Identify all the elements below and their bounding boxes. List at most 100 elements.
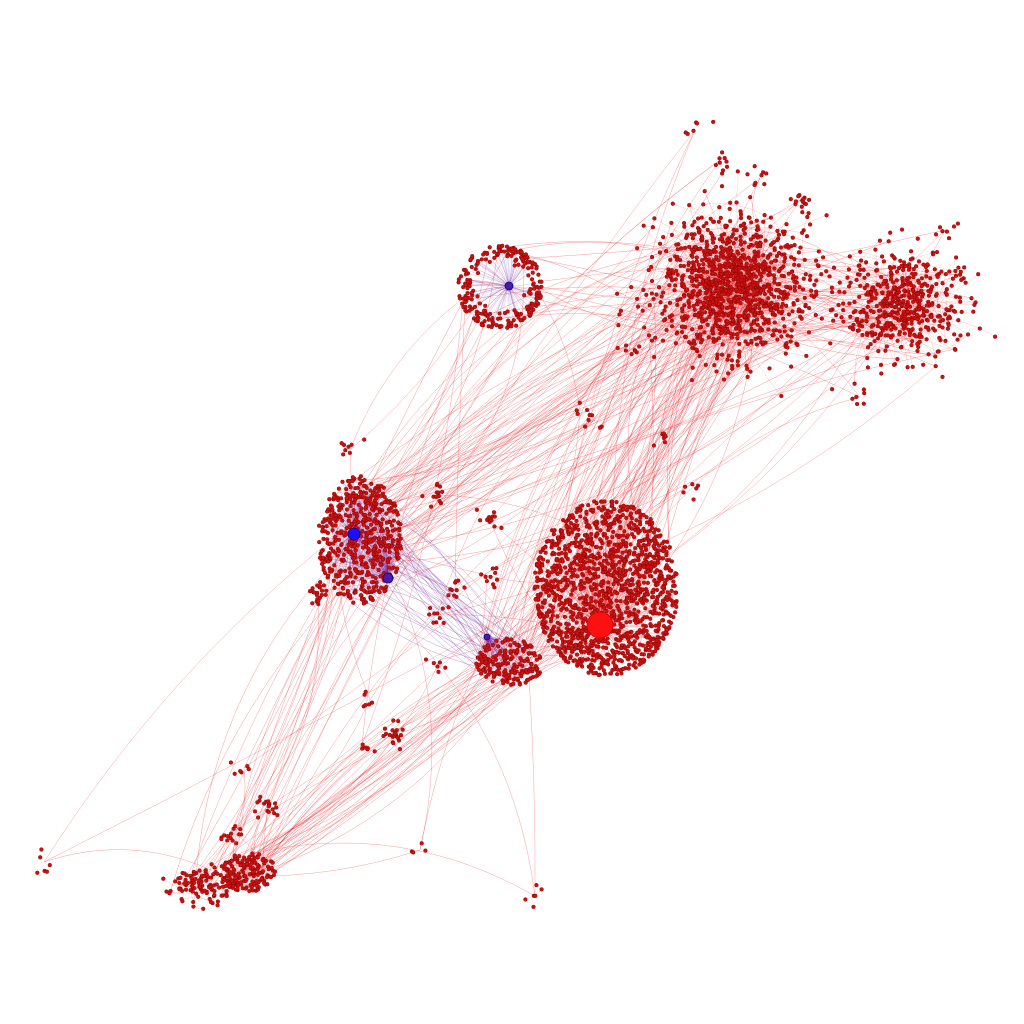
graph-node	[738, 234, 743, 239]
graph-node	[690, 365, 695, 370]
graph-node	[776, 232, 782, 237]
graph-node	[541, 625, 546, 630]
graph-node	[819, 272, 824, 277]
graph-node	[662, 308, 667, 313]
graph-node	[641, 573, 646, 579]
graph-node	[629, 576, 635, 582]
graph-node	[632, 558, 638, 563]
graph-node	[620, 574, 625, 579]
graph-node	[738, 209, 743, 214]
graph-node	[549, 637, 555, 642]
graph-node	[726, 353, 731, 358]
graph-node	[738, 259, 743, 264]
graph-node	[669, 588, 674, 593]
edge	[909, 277, 929, 296]
graph-node	[634, 647, 639, 653]
graph-node	[551, 579, 556, 584]
graph-node	[592, 561, 597, 566]
graph-node	[598, 545, 604, 550]
graph-node	[674, 571, 679, 577]
graph-node	[741, 227, 746, 232]
graph-node	[702, 310, 708, 315]
graph-node	[727, 206, 732, 211]
graph-node	[594, 544, 599, 550]
graph-node	[722, 291, 727, 296]
graph-node	[735, 169, 740, 174]
graph-node	[625, 504, 630, 509]
graph-node	[668, 620, 674, 626]
graph-node	[555, 535, 561, 540]
edge	[716, 221, 731, 330]
graph-node	[623, 540, 628, 546]
graph-node	[782, 329, 787, 334]
graph-node	[660, 618, 665, 623]
graph-node	[785, 345, 790, 350]
graph-node	[780, 309, 785, 314]
graph-node	[649, 525, 655, 530]
graph-node	[613, 642, 618, 648]
graph-node	[769, 260, 774, 265]
graph-node	[748, 369, 753, 374]
graph-node	[569, 649, 574, 654]
graph-node	[654, 292, 659, 297]
graph-node	[755, 280, 760, 286]
graph-node	[629, 520, 634, 525]
graph-node	[730, 322, 735, 327]
graph-node	[674, 331, 679, 336]
graph-node	[710, 237, 715, 242]
graph-node	[637, 573, 642, 578]
graph-node	[618, 308, 623, 313]
graph-node	[727, 245, 732, 250]
graph-node	[622, 529, 627, 534]
graph-node	[633, 545, 638, 551]
graph-node	[615, 554, 620, 559]
graph-node	[652, 578, 657, 583]
graph-node	[648, 517, 653, 522]
graph-node	[775, 282, 780, 287]
graph-node	[657, 555, 663, 561]
graph-node	[792, 262, 797, 267]
graph-node	[569, 592, 574, 597]
graph-node	[602, 552, 608, 557]
graph-node	[689, 232, 694, 237]
graph-node	[769, 287, 774, 292]
graph-node	[668, 257, 673, 262]
graph-node	[664, 611, 669, 616]
graph-node	[579, 578, 584, 584]
graph-node	[645, 533, 650, 538]
graph-node	[694, 259, 699, 264]
graph-node	[790, 309, 795, 314]
graph-node	[554, 639, 560, 644]
graph-node	[554, 556, 559, 562]
graph-node	[588, 553, 593, 559]
graph-node	[808, 288, 814, 293]
edge	[835, 280, 897, 316]
graph-node	[583, 616, 588, 621]
graph-node	[763, 261, 768, 266]
graph-node	[568, 580, 573, 585]
graph-node	[552, 584, 557, 589]
graph-node	[581, 606, 586, 611]
graph-node	[789, 328, 794, 333]
graph-node	[726, 297, 731, 302]
graph-node	[787, 285, 793, 290]
graph-node	[772, 320, 777, 325]
graph-node	[704, 270, 710, 275]
graph-node	[725, 250, 731, 255]
graph-node	[556, 587, 561, 592]
graph-node	[590, 648, 595, 654]
graph-node	[803, 302, 808, 307]
graph-node	[592, 606, 597, 611]
graph-node	[624, 568, 629, 573]
graph-node	[784, 284, 789, 289]
graph-node	[550, 609, 555, 614]
graph-node	[537, 609, 542, 614]
graph-node	[691, 265, 697, 270]
graph-node	[614, 291, 620, 296]
graph-node	[585, 648, 590, 653]
graph-node	[630, 582, 635, 587]
graph-node	[714, 369, 719, 374]
graph-node	[722, 326, 727, 331]
graph-node	[647, 634, 652, 639]
graph-node	[768, 252, 773, 257]
